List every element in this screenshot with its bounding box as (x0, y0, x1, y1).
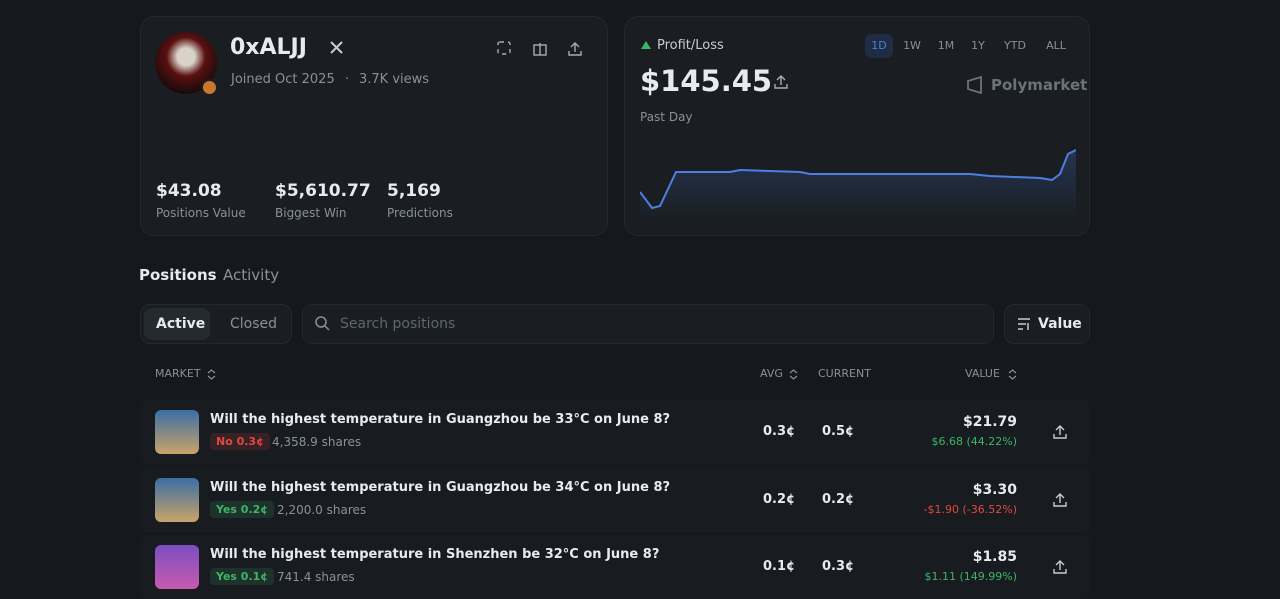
position-row[interactable] (140, 467, 1090, 532)
separator: · (345, 72, 350, 87)
sort-label: Value (1038, 316, 1082, 332)
avg-price: 0.1¢ (763, 559, 796, 574)
current-price: 0.3¢ (822, 559, 855, 574)
share-button[interactable] (1053, 425, 1067, 439)
range-button[interactable]: YTD (1004, 39, 1026, 52)
brand-logo (967, 76, 982, 94)
filter[interactable]: Active (156, 316, 206, 332)
stat-value: 5,169 (387, 181, 441, 201)
badge (201, 79, 218, 96)
profile-actions[interactable] (496, 40, 586, 56)
market-title[interactable]: Will the highest temperature in Shenzhen… (210, 547, 660, 562)
market-thumbnail (155, 477, 199, 522)
search-box[interactable] (302, 304, 994, 344)
position-change: $1.11 (149.99%) (924, 570, 1017, 583)
sort-arrows (1008, 369, 1017, 380)
search-placeholder: Search positions (340, 316, 456, 332)
views: 3.7K views (359, 72, 430, 87)
position-value: $1.85 (972, 549, 1017, 565)
market-title[interactable]: Will the highest temperature in Guangzho… (210, 479, 671, 495)
pnl-period: Past Day (640, 110, 693, 124)
market-thumbnail (155, 545, 199, 589)
filter[interactable]: Closed (230, 316, 278, 332)
range-button[interactable]: ALL (1046, 39, 1066, 52)
current-price: 0.5¢ (822, 424, 855, 439)
profile-card (140, 16, 608, 236)
outcome-tag: Yes 0.1¢ (210, 568, 274, 585)
shares: 741.4 shares (277, 570, 355, 584)
column-header[interactable]: VALUE (965, 367, 1000, 380)
outcome-tag: No 0.3¢ (210, 433, 270, 450)
shares: 2,200.0 shares (277, 502, 367, 517)
filter-active-bg (144, 308, 210, 340)
range-button[interactable]: 1M (937, 39, 955, 52)
stat-value: $5,610.77 (275, 181, 371, 201)
current-price: 0.2¢ (822, 491, 855, 507)
share-pnl[interactable] (774, 75, 788, 89)
sort-icon (1018, 318, 1030, 330)
column-header[interactable]: AVG (760, 367, 783, 380)
position-change: -$1.90 (-36.52%) (923, 502, 1017, 516)
stat-label: Biggest Win (275, 206, 347, 220)
search-icon (315, 316, 330, 331)
position-change: $6.68 (44.22%) (931, 435, 1017, 448)
joined: Joined Oct 2025 (231, 72, 335, 87)
position-row[interactable] (140, 535, 1090, 599)
outcome-tag: Yes 0.2¢ (210, 500, 274, 518)
range-button[interactable]: 1W (903, 39, 921, 52)
position-value: $21.79 (962, 414, 1017, 430)
avg-price: 0.2¢ (763, 491, 796, 507)
range-button[interactable]: 1Y (971, 39, 985, 52)
tab[interactable]: Activity (223, 266, 280, 284)
up-arrow (641, 41, 651, 49)
market-thumbnail (155, 410, 199, 454)
brand: Polymarket (991, 76, 1088, 94)
position-value: $3.30 (972, 481, 1017, 498)
profile-name: 0xALJJ (230, 35, 307, 60)
column-header[interactable]: MARKET (155, 367, 201, 380)
range-button[interactable]: 1D (865, 34, 893, 58)
shares: 4,358.9 shares (272, 435, 362, 449)
tab[interactable]: Positions (139, 266, 217, 284)
stat-label: Positions Value (156, 206, 246, 220)
pnl-label: Profit/Loss (657, 38, 724, 53)
column-header: CURRENT (818, 367, 871, 380)
x-link[interactable] (330, 41, 343, 54)
pnl-sparkline (640, 149, 1076, 220)
sort-arrows (789, 369, 798, 380)
stat-value: $43.08 (156, 181, 222, 201)
sort-arrows (207, 369, 216, 380)
market-title[interactable]: Will the highest temperature in Guangzho… (210, 412, 671, 427)
position-row[interactable] (140, 400, 1090, 464)
stat-label: Predictions (387, 206, 453, 220)
pnl-amount: $145.45 (640, 64, 773, 98)
avg-price: 0.3¢ (763, 424, 796, 439)
share-button[interactable] (1053, 560, 1067, 574)
share-button[interactable] (1053, 492, 1067, 507)
